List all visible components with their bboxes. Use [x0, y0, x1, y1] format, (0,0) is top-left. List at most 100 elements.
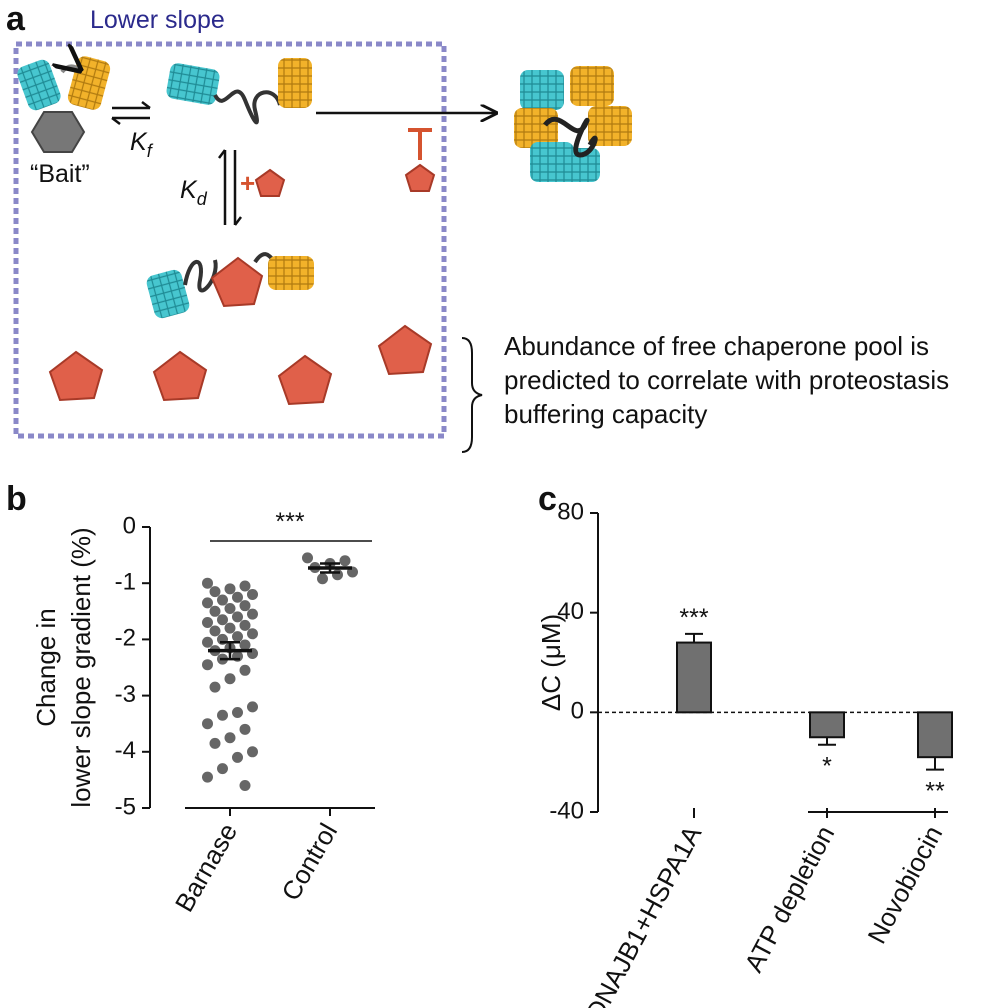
kd-subscript: d	[197, 189, 208, 209]
significance-label: ***	[275, 508, 304, 536]
domain	[588, 106, 632, 146]
domain	[146, 269, 190, 319]
x-tick-label: ATP depletion	[738, 821, 840, 977]
data-point	[217, 763, 228, 775]
chaperone	[254, 168, 286, 197]
free-chaperones	[48, 324, 433, 406]
data-point	[239, 600, 251, 612]
data-point	[202, 597, 213, 609]
panel-label: a	[6, 0, 26, 38]
data-point	[239, 780, 251, 792]
bar	[917, 711, 953, 759]
equilibrium-arrow	[223, 150, 237, 225]
data-point	[232, 706, 243, 718]
data-point	[239, 580, 251, 592]
equilibrium-arrow	[218, 149, 242, 226]
data-point	[224, 732, 236, 744]
bait-label: “Bait”	[30, 160, 90, 188]
x-tick-label: Barnase	[169, 818, 243, 917]
note-line: buffering capacity	[504, 399, 707, 429]
domain	[514, 108, 558, 148]
data-point	[232, 751, 243, 763]
data-point	[224, 673, 236, 685]
y-tick-label: -3	[115, 681, 136, 708]
equilibrium-arrow	[112, 106, 150, 120]
data-point	[217, 594, 228, 606]
domain	[520, 70, 564, 110]
data-point	[202, 617, 213, 629]
data-point	[209, 625, 221, 637]
significance-label: ***	[679, 604, 708, 632]
data-point	[202, 771, 213, 783]
plots: 0 -1 -2 -3 -4 -5 Change in lower slope gradient…	[31, 498, 953, 1008]
panel-label: c	[538, 480, 557, 518]
y-tick-label: -1	[115, 569, 136, 596]
data-point	[232, 591, 243, 603]
rotation-arrow	[62, 66, 80, 72]
data-point	[224, 622, 236, 634]
data-point	[209, 586, 221, 598]
plus-sign: +	[240, 168, 255, 198]
y-tick-label: 40	[557, 598, 584, 625]
y-tick-label: -5	[115, 793, 136, 820]
data-point	[202, 659, 213, 671]
chaperone	[277, 354, 333, 406]
chaperone	[377, 324, 433, 376]
data-point	[224, 602, 236, 614]
data-point	[247, 746, 258, 758]
x-tick-label: DNAJB1+HSPA1A	[580, 820, 708, 1008]
domain	[570, 66, 614, 106]
bar	[676, 641, 712, 714]
error-bar	[926, 757, 944, 771]
kd-symbol: K	[180, 176, 198, 204]
chaperone	[48, 350, 104, 402]
bait-hexagon	[30, 111, 86, 153]
kf-symbol: K	[130, 128, 148, 156]
data-point	[332, 569, 343, 581]
data-point	[247, 588, 258, 600]
note-line: predicted to correlate with proteostasis	[504, 365, 949, 395]
panel-label: b	[6, 480, 27, 518]
domain	[268, 256, 314, 290]
data-point	[302, 552, 313, 564]
y-tick-label: 80	[557, 498, 584, 525]
error-bar	[818, 737, 836, 746]
diagram: Lower slope “Bait” Kf Kd + Abundance of …	[13, 6, 949, 453]
chaperone	[152, 350, 208, 402]
data-point	[239, 619, 251, 631]
unfolded-chain	[183, 259, 218, 293]
data-point	[209, 605, 221, 617]
data-point	[202, 636, 213, 648]
error-bar	[685, 632, 703, 643]
inhibition	[408, 128, 432, 160]
data-point	[339, 555, 351, 567]
y-tick-label: -4	[115, 737, 136, 764]
data-point	[232, 611, 243, 623]
domain	[560, 148, 600, 182]
data-point	[202, 718, 213, 730]
x-tick-label: Novobiocin	[861, 821, 948, 949]
unfolded-chain	[213, 89, 282, 125]
equilibrium-arrow	[111, 101, 151, 125]
data-point	[317, 573, 328, 585]
chaperone	[404, 163, 436, 192]
brace	[461, 337, 483, 453]
data-point	[209, 681, 221, 693]
chaperone	[210, 256, 264, 308]
data-point	[217, 709, 228, 721]
data-point	[224, 583, 236, 595]
y-tick-label: -2	[115, 625, 136, 652]
y-tick-label: -40	[549, 797, 584, 824]
y-axis-label: Change in	[31, 608, 61, 727]
significance-label: **	[925, 778, 945, 806]
domain	[278, 58, 312, 108]
x-tick-label: Control	[275, 818, 343, 906]
y-axis-label: ΔC (μM)	[536, 614, 566, 711]
data-point	[239, 723, 251, 735]
data-point	[239, 664, 251, 676]
data-point	[247, 628, 258, 640]
note-line: Abundance of free chaperone pool is	[504, 331, 929, 361]
data-point	[247, 608, 258, 620]
y-tick-label: 0	[571, 698, 584, 725]
kd-label: Kd	[180, 176, 208, 209]
